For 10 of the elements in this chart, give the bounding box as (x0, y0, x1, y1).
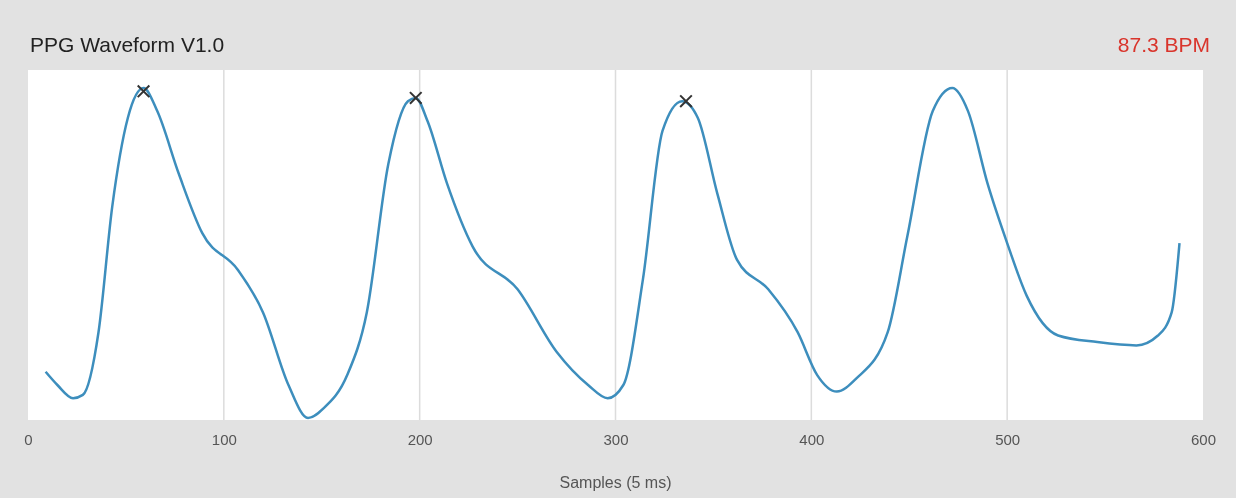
x-tick-label: 300 (603, 430, 629, 448)
x-tick-label: 100 (211, 430, 237, 448)
chart-title: PPG Waveform V1.0 (30, 33, 225, 56)
x-tick-label: 200 (407, 430, 433, 448)
x-tick-label: 400 (799, 430, 825, 448)
x-tick-label: 500 (995, 430, 1021, 448)
x-axis-title: Samples (5 ms) (559, 474, 672, 491)
x-tick-label: 600 (1190, 430, 1217, 448)
text: 87.3 BPM (1117, 33, 1210, 56)
x-tick-label: 0 (24, 430, 33, 448)
